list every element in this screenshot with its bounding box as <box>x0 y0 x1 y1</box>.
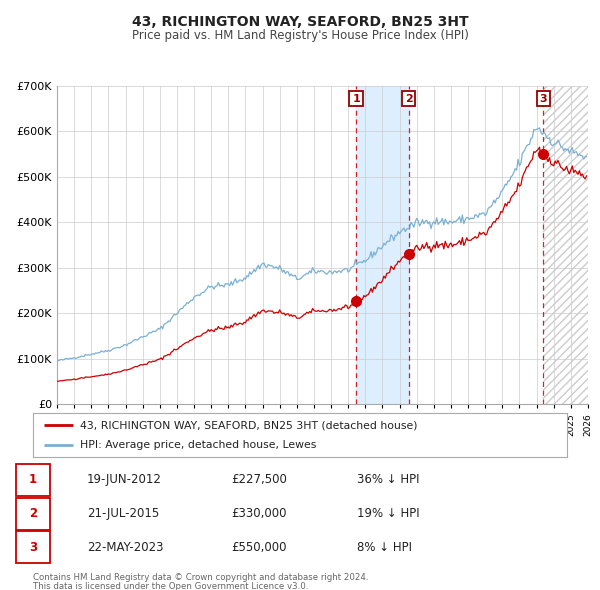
Text: 36% ↓ HPI: 36% ↓ HPI <box>357 473 419 487</box>
Text: £330,000: £330,000 <box>231 507 287 520</box>
Text: 19% ↓ HPI: 19% ↓ HPI <box>357 507 419 520</box>
Text: 3: 3 <box>29 540 37 554</box>
Text: 43, RICHINGTON WAY, SEAFORD, BN25 3HT (detached house): 43, RICHINGTON WAY, SEAFORD, BN25 3HT (d… <box>80 421 418 430</box>
Bar <box>543 86 588 404</box>
Text: 2: 2 <box>29 507 37 520</box>
Text: 43, RICHINGTON WAY, SEAFORD, BN25 3HT: 43, RICHINGTON WAY, SEAFORD, BN25 3HT <box>131 15 469 29</box>
Bar <box>543 86 588 404</box>
Text: HPI: Average price, detached house, Lewes: HPI: Average price, detached house, Lewe… <box>80 440 316 450</box>
Text: £550,000: £550,000 <box>231 540 287 554</box>
Text: Contains HM Land Registry data © Crown copyright and database right 2024.: Contains HM Land Registry data © Crown c… <box>33 573 368 582</box>
Text: 21-JUL-2015: 21-JUL-2015 <box>87 507 159 520</box>
Text: 2: 2 <box>405 93 413 103</box>
Text: 3: 3 <box>539 93 547 103</box>
Text: 8% ↓ HPI: 8% ↓ HPI <box>357 540 412 554</box>
Text: This data is licensed under the Open Government Licence v3.0.: This data is licensed under the Open Gov… <box>33 582 308 590</box>
Text: Price paid vs. HM Land Registry's House Price Index (HPI): Price paid vs. HM Land Registry's House … <box>131 30 469 42</box>
Text: 19-JUN-2012: 19-JUN-2012 <box>87 473 162 487</box>
Text: 1: 1 <box>352 93 360 103</box>
Text: 1: 1 <box>29 473 37 487</box>
Text: 22-MAY-2023: 22-MAY-2023 <box>87 540 163 554</box>
Bar <box>356 86 409 404</box>
Text: £227,500: £227,500 <box>231 473 287 487</box>
